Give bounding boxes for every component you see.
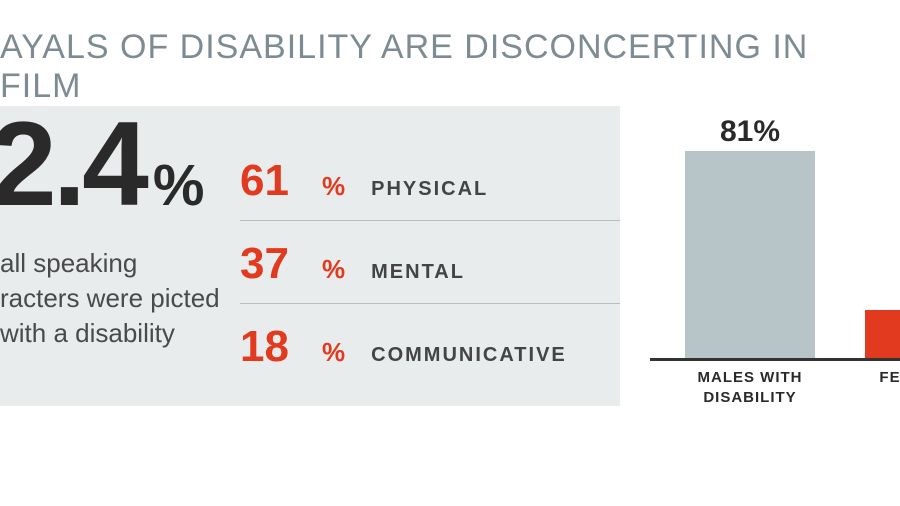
- breakdown-row: 18% COMMUNICATIVE: [240, 304, 620, 386]
- breakdown-pct: %: [322, 171, 345, 202]
- chart-bar: 81%: [685, 151, 815, 358]
- breakdown-pct: %: [322, 254, 345, 285]
- headline-value: 2.4: [0, 110, 145, 218]
- breakdown-value: 18: [240, 322, 320, 372]
- breakdown-value: 37: [240, 239, 320, 289]
- breakdown-list: 61% PHYSICAL 37% MENTAL 18% COMMUNICATIV…: [240, 138, 620, 386]
- chart-axis-label: FE: [855, 368, 900, 388]
- headline-stat: 2.4 %: [0, 110, 204, 219]
- chart-plot-area: 81%: [650, 106, 900, 361]
- breakdown-row: 61% PHYSICAL: [240, 138, 620, 221]
- page-title: AYALS OF DISABILITY ARE DISCONCERTING IN…: [0, 28, 900, 106]
- headline-caption: all speaking racters were picted with a …: [0, 246, 220, 351]
- breakdown-label: COMMUNICATIVE: [371, 344, 567, 367]
- chart-bar: [865, 310, 900, 358]
- breakdown-value: 61: [240, 156, 320, 206]
- breakdown-label: MENTAL: [371, 261, 465, 284]
- infographic-canvas: AYALS OF DISABILITY ARE DISCONCERTING IN…: [0, 0, 900, 506]
- breakdown-label: PHYSICAL: [371, 178, 488, 201]
- breakdown-row: 37% MENTAL: [240, 221, 620, 304]
- headline-percent: %: [153, 152, 205, 219]
- chart-axis-label: MALES WITHDISABILITY: [670, 368, 830, 409]
- gender-bar-chart: 81% MALES WITHDISABILITY FE: [650, 106, 900, 446]
- breakdown-pct: %: [322, 337, 345, 368]
- chart-bar-value: 81%: [685, 115, 815, 149]
